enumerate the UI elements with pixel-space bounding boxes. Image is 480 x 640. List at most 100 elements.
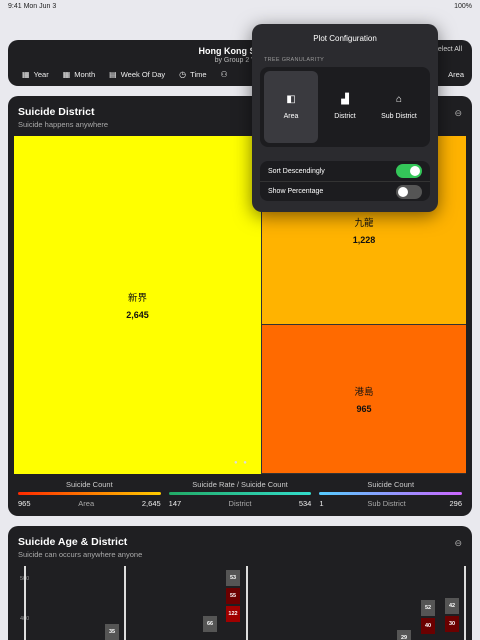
legend-min: 1: [319, 499, 324, 508]
option-label: District: [334, 113, 356, 120]
calendar-icon: ▦: [22, 70, 30, 79]
plot-configuration-popover: Plot Configuration TREE GRANULARITY ◧ Ar…: [252, 24, 438, 212]
house-icon: ⌂: [395, 94, 403, 105]
stack-segment: 42: [445, 598, 459, 614]
tile-value: 1,228: [352, 235, 376, 245]
legend-title: Suicide Count: [367, 480, 415, 489]
group-divider: [464, 566, 466, 640]
buildings-icon: ▟: [341, 94, 349, 105]
toolbar-month[interactable]: ▦ Month: [63, 70, 95, 79]
toggle-knob: [398, 186, 408, 197]
people-icon: ⚇: [220, 70, 228, 79]
axis-line: [24, 566, 26, 640]
treemap-tile[interactable]: 新界 2,645: [14, 136, 261, 474]
legend-level: Sub District: [367, 499, 406, 508]
age-stack[interactable]: 52 40: [421, 600, 435, 636]
granularity-sub-district[interactable]: ⌂ Sub District: [372, 71, 426, 143]
color-legends: Suicide Count 965 Area 2,645 Suicide Rate …: [14, 480, 466, 508]
toolbar-label: Week Of Day: [120, 70, 166, 79]
legend-level: District: [228, 499, 252, 508]
card-subtitle: Suicide can occurs anywhere anyone: [18, 550, 143, 559]
age-stack[interactable]: 53 55 122: [226, 570, 240, 624]
toolbar-people[interactable]: ⚇: [221, 70, 228, 79]
stack-segment: 66: [203, 616, 217, 632]
options-group: Sort Descendingly Show Percentage: [260, 161, 430, 201]
toolbar-week-of-day[interactable]: ▤ Week Of Day: [109, 70, 165, 79]
legend-level: Area: [78, 499, 95, 508]
status-time: 9:41 Mon Jun 3: [8, 3, 57, 10]
section-label: TREE GRANULARITY: [264, 57, 325, 63]
legend-area: Suicide Count 965 Area 2,645: [14, 480, 165, 508]
card-title: Suicide District: [18, 106, 95, 118]
legend-max: 2,645: [141, 499, 161, 508]
option-label: Sub District: [381, 113, 417, 120]
stack-segment: 30: [445, 616, 459, 632]
stack-segment: 52: [421, 600, 435, 616]
tile-name: 新界: [127, 293, 147, 304]
granularity-area[interactable]: ◧ Area: [264, 71, 318, 143]
age-stack[interactable]: 35: [105, 624, 119, 640]
suicide-district-card: Suicide District Suicide happens anywher…: [8, 96, 472, 516]
granularity-district[interactable]: ▟ District: [318, 71, 372, 143]
page-indicator[interactable]: ● ●: [234, 460, 249, 466]
toolbar-label: Time: [190, 70, 207, 79]
age-stack[interactable]: 42 30: [445, 598, 459, 634]
sort-descending-toggle[interactable]: [396, 164, 422, 178]
treemap-tile[interactable]: 港島 965: [262, 325, 466, 473]
legend-max: 296: [449, 499, 462, 508]
sort-row: Sort Descendingly: [260, 161, 430, 181]
legend-min: 147: [168, 499, 182, 508]
legend-sub-district: Suicide Count 1 Sub District 296: [315, 480, 466, 508]
toolbar-year[interactable]: ▦ Year: [22, 70, 49, 79]
tile-name: 九龍: [354, 218, 374, 229]
app-title: Hong Kong Suicide: [198, 46, 282, 56]
stack-segment: 55: [226, 588, 240, 604]
age-stack[interactable]: 66: [203, 616, 217, 634]
granularity-picker: ◧ Area ▟ District ⌂ Sub District: [260, 67, 430, 147]
percent-row: Show Percentage: [260, 181, 430, 201]
legend-gradient: [319, 492, 463, 495]
toolbar-time[interactable]: ◷ Time: [179, 70, 206, 79]
legend-min: 965: [18, 499, 31, 508]
popover-title: Plot Configuration: [313, 34, 377, 43]
card-title: Suicide Age & District: [18, 536, 128, 548]
app-subtitle: by Group 2 VisS: [214, 57, 266, 64]
tile-value: 965: [356, 404, 372, 414]
calendar-week-icon: ▤: [109, 70, 117, 79]
legend-max: 534: [298, 499, 312, 508]
stack-segment: 35: [105, 624, 119, 640]
legend-gradient: [18, 492, 161, 495]
tile-value: 2,645: [126, 310, 149, 320]
toggle-knob: [410, 166, 420, 176]
status-bar: 9:41 Mon Jun 3 100%: [0, 0, 480, 14]
select-all-button[interactable]: Select All: [433, 46, 462, 53]
group-divider: [124, 566, 126, 640]
tile-name: 港島: [354, 387, 374, 398]
calendar-icon: ▦: [62, 70, 71, 79]
stack-segment: 29: [397, 630, 411, 640]
legend-title: Suicide Count: [65, 480, 113, 489]
toolbar-label: Month: [74, 70, 96, 79]
clock-icon: ◷: [179, 70, 187, 79]
stack-segment: 40: [421, 618, 435, 634]
card-menu-icon[interactable]: ⊖: [454, 538, 462, 548]
percent-label: Show Percentage: [268, 188, 324, 195]
stack-segment: 53: [226, 570, 240, 586]
show-percentage-toggle[interactable]: [396, 184, 422, 199]
group-divider: [246, 566, 248, 640]
suicide-age-district-card: Suicide Age & District Suicide can occur…: [8, 526, 472, 640]
legend-gradient: [168, 492, 312, 495]
legend-district: Suicide Rate / Suicide Count 147 District…: [165, 480, 316, 508]
legend-title: Suicide Rate / Suicide Count: [192, 480, 288, 489]
age-stack[interactable]: 29: [397, 630, 411, 640]
option-label: Area: [283, 113, 299, 120]
toolbar-label: Year: [33, 70, 49, 79]
stack-segment: 122: [226, 606, 240, 622]
map-icon: ◧: [286, 94, 296, 105]
toolbar-area[interactable]: Area: [448, 70, 464, 79]
sort-label: Sort Descendingly: [268, 167, 325, 175]
card-menu-icon[interactable]: ⊖: [454, 108, 462, 118]
filter-toolbar: ▦ Year ▦ Month ▤ Week Of Day ◷ Time ⚇: [22, 70, 228, 79]
district-treemap: 新界 2,645 九龍 1,228 港島 965: [14, 136, 466, 474]
status-battery: 100%: [454, 3, 472, 10]
